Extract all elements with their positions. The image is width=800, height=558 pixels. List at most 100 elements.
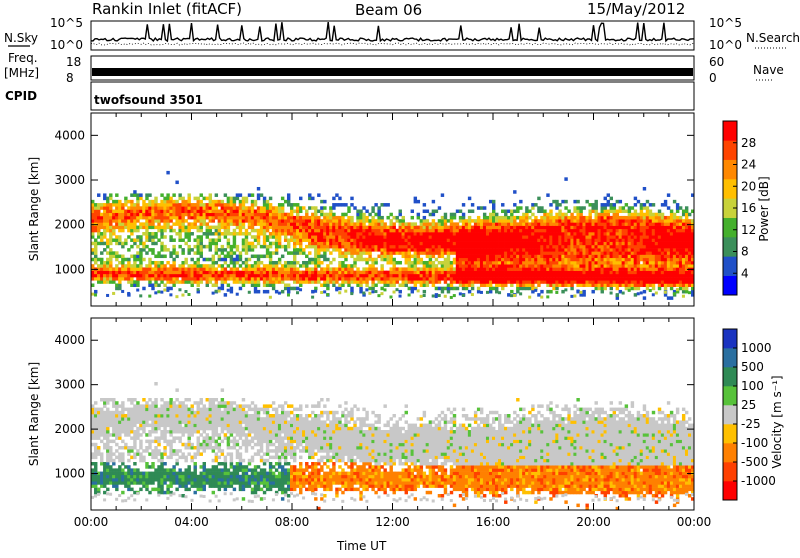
range-gate-cell <box>329 267 332 271</box>
range-gate-cell <box>121 446 124 450</box>
range-gate-cell <box>377 271 380 275</box>
range-gate-cell <box>652 229 655 233</box>
range-gate-cell <box>248 219 251 223</box>
range-gate-cell <box>516 258 519 262</box>
range-gate-cell <box>320 226 323 230</box>
range-gate-cell <box>335 280 338 284</box>
range-gate-cell <box>148 261 151 265</box>
range-gate-cell <box>634 216 637 220</box>
range-gate-cell <box>124 427 127 431</box>
range-gate-cell <box>350 226 353 230</box>
range-gate-cell <box>184 229 187 233</box>
range-gate-cell <box>664 232 667 236</box>
range-gate-cell <box>537 219 540 223</box>
range-gate-cell <box>498 258 501 262</box>
range-gate-cell <box>456 287 459 291</box>
range-gate-cell <box>676 219 679 223</box>
range-gate-cell <box>661 242 664 246</box>
range-gate-cell <box>396 216 399 220</box>
range-gate-cell <box>148 200 151 204</box>
range-gate-cell <box>405 235 408 239</box>
range-gate-cell <box>567 274 570 278</box>
range-gate-cell <box>661 245 664 249</box>
range-gate-cell <box>661 203 664 207</box>
range-gate-cell <box>130 472 133 476</box>
range-gate-cell <box>634 280 637 284</box>
range-gate-cell <box>661 232 664 236</box>
range-gate-cell <box>377 238 380 242</box>
range-gate-cell <box>209 267 212 271</box>
range-gate-cell <box>676 251 679 255</box>
range-gate-cell <box>269 296 272 299</box>
range-gate-cell <box>157 277 160 281</box>
range-gate-cell <box>356 210 359 214</box>
range-gate-cell <box>504 274 507 278</box>
range-gate-cell <box>543 261 546 265</box>
range-gate-cell <box>432 280 435 284</box>
range-gate-cell <box>679 280 682 284</box>
range-gate-cell <box>543 216 546 220</box>
range-gate-cell <box>230 203 233 207</box>
range-gate-cell <box>610 197 613 201</box>
range-gate-cell <box>616 226 619 230</box>
range-gate-cell <box>386 255 389 259</box>
range-gate-cell <box>426 222 429 226</box>
range-gate-cell <box>377 294 380 297</box>
range-gate-cell <box>459 210 462 214</box>
range-gate-cell <box>203 210 206 214</box>
range-gate-cell <box>121 203 124 207</box>
range-gate-cell <box>115 478 118 482</box>
range-gate-cell <box>127 258 130 262</box>
range-gate-cell <box>438 206 441 210</box>
range-gate-cell <box>492 200 495 204</box>
range-gate-cell <box>543 245 546 249</box>
range-gate-cell <box>287 290 290 294</box>
range-gate-cell <box>516 261 519 265</box>
range-gate-cell <box>570 287 573 291</box>
range-gate-cell <box>519 242 522 246</box>
range-gate-cell <box>673 261 676 265</box>
range-gate-cell <box>676 226 679 230</box>
range-gate-cell <box>368 226 371 230</box>
range-gate-cell <box>585 232 588 236</box>
range-gate-cell <box>365 219 368 223</box>
range-gate-cell <box>414 232 417 236</box>
range-gate-cell <box>447 251 450 255</box>
range-gate-cell <box>148 277 151 281</box>
range-gate-cell <box>435 245 438 249</box>
range-gate-cell <box>151 219 154 223</box>
range-gate-cell <box>540 264 543 268</box>
range-gate-cell <box>540 274 543 278</box>
range-gate-cell <box>610 216 613 220</box>
range-gate-cell <box>130 283 133 287</box>
range-gate-cell <box>281 216 284 220</box>
range-gate-cell <box>468 261 471 265</box>
range-gate-cell <box>263 280 266 284</box>
range-gate-cell <box>573 222 576 226</box>
range-gate-cell <box>115 258 118 262</box>
range-gate-cell <box>477 216 480 220</box>
range-gate-cell <box>498 261 501 265</box>
range-gate-cell <box>97 242 100 246</box>
range-gate-cell <box>136 197 139 201</box>
range-gate-cell <box>405 229 408 233</box>
range-gate-cell <box>637 261 640 265</box>
range-gate-cell <box>239 216 242 220</box>
range-gate-cell <box>94 436 97 440</box>
range-gate-cell <box>637 287 640 291</box>
range-gate-cell <box>368 235 371 239</box>
range-gate-cell <box>266 203 269 207</box>
range-gate-cell <box>561 290 564 294</box>
range-gate-cell <box>308 193 311 197</box>
range-gate-cell <box>676 255 679 259</box>
range-gate-cell <box>525 261 528 265</box>
range-gate-cell <box>417 271 420 275</box>
range-gate-cell <box>145 245 148 249</box>
range-gate-cell <box>570 238 573 242</box>
range-gate-cell <box>257 242 260 246</box>
range-gate-cell <box>224 216 227 220</box>
range-gate-cell <box>91 229 94 233</box>
range-gate-cell <box>414 258 417 262</box>
range-gate-cell <box>498 251 501 255</box>
range-gate-cell <box>492 210 495 214</box>
